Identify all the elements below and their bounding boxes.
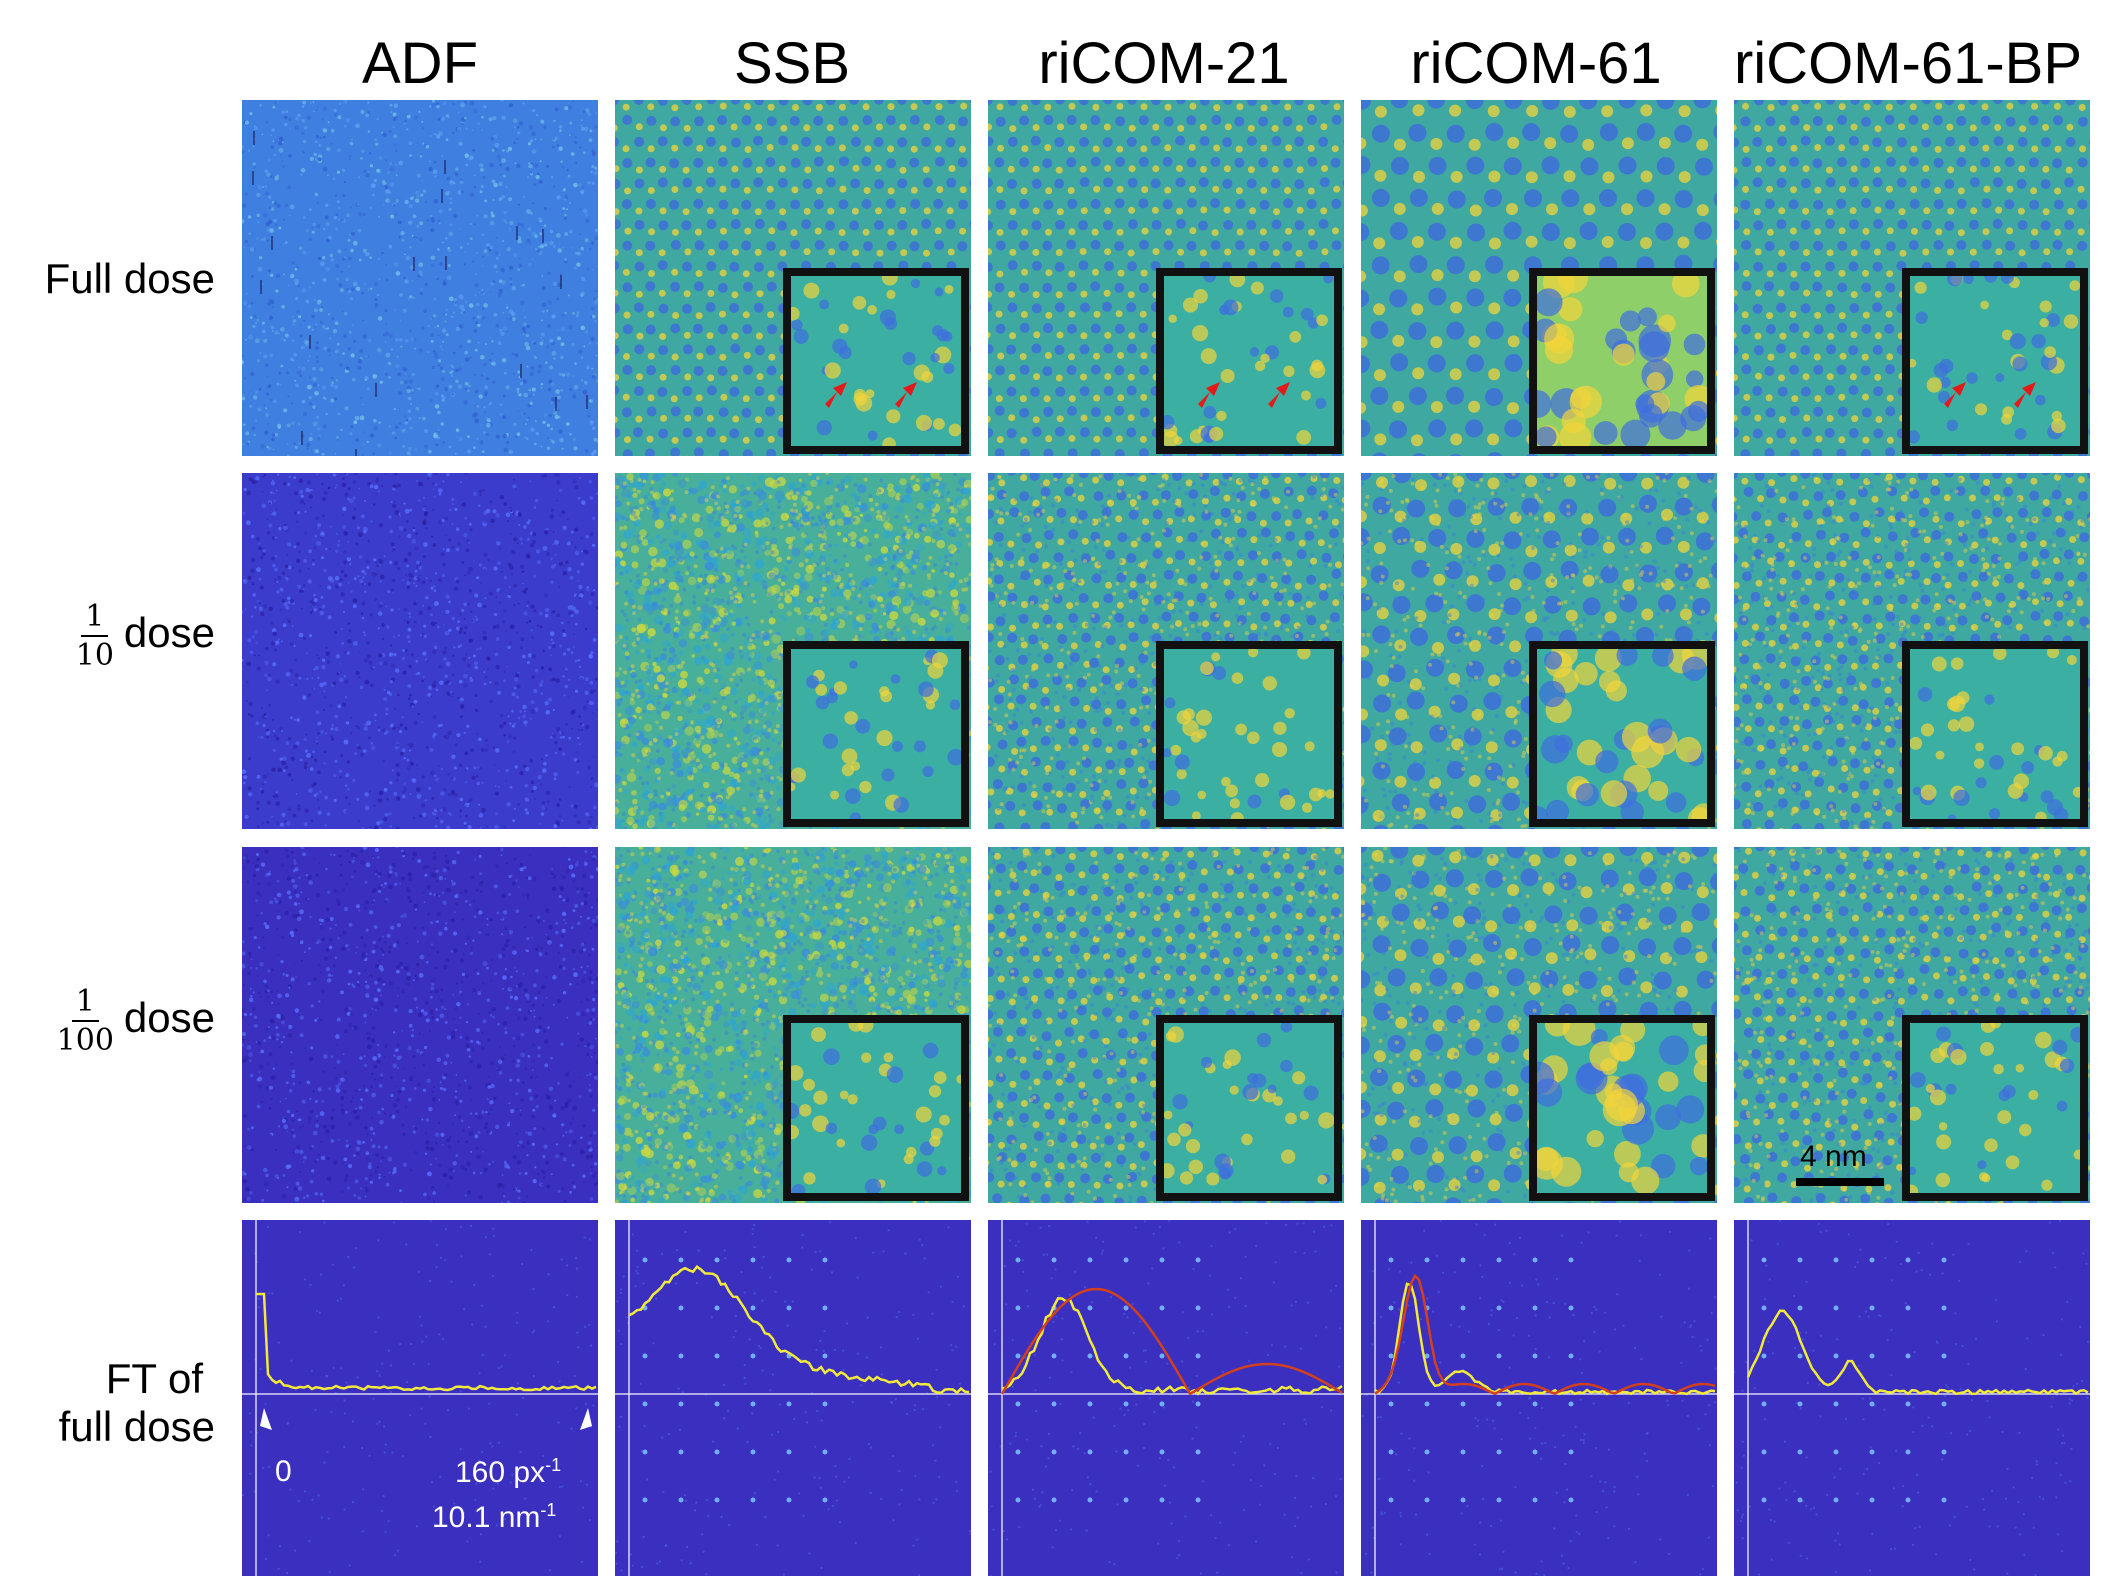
image-panel-graphic [988, 1220, 1344, 1576]
zoom-inset [1156, 268, 1342, 454]
fraction: 1 100 [57, 985, 114, 1057]
ft-max-nm-text: 10.1 nm [432, 1501, 540, 1534]
row-label-tenth-dose: 1 10 dose [0, 600, 215, 672]
ft-max-px-label: 160 px-1 [455, 1455, 561, 1490]
dose-word: dose [124, 994, 215, 1041]
ft-max-px-sup: -1 [545, 1455, 561, 1475]
ft-max-nm-label: 10.1 nm-1 [432, 1500, 556, 1535]
image-panel [1734, 100, 2090, 456]
fraction-denominator: 100 [57, 1022, 114, 1057]
zoom-inset-graphic [1910, 649, 2080, 819]
image-panel [1361, 847, 1717, 1203]
dose-word: dose [124, 609, 215, 656]
red-arrow-icon [1940, 380, 1968, 408]
row-label-ft-line2: full dose [0, 1403, 215, 1451]
zoom-inset [1902, 1015, 2088, 1201]
image-panel [615, 473, 971, 829]
row-label-hundredth-dose: 1 100 dose [0, 985, 215, 1057]
image-panel [242, 473, 598, 829]
scale-bar [1796, 1178, 1884, 1186]
fraction-numerator: 1 [72, 985, 99, 1022]
ft-origin-label: 0 [275, 1455, 292, 1489]
red-arrow-icon [2010, 380, 2038, 408]
red-arrow-icon [1264, 380, 1292, 408]
ft-max-px-text: 160 px [455, 1456, 545, 1489]
zoom-inset-graphic [1537, 649, 1707, 819]
zoom-inset-graphic [1537, 1023, 1707, 1193]
image-panel [1361, 473, 1717, 829]
image-panel-graphic [242, 473, 598, 829]
col-title-ricom21: riCOM-21 [984, 30, 1344, 97]
zoom-inset [1529, 641, 1715, 827]
zoom-inset-graphic [791, 1023, 961, 1193]
zoom-inset [1529, 268, 1715, 454]
image-panel [615, 100, 971, 456]
image-panel [242, 847, 598, 1203]
image-panel [988, 473, 1344, 829]
image-panel-graphic [242, 847, 598, 1203]
image-panel [1361, 1220, 1717, 1576]
image-panel [615, 1220, 971, 1576]
zoom-inset [1156, 641, 1342, 827]
col-title-adf: ADF [240, 30, 600, 97]
ft-max-nm-sup: -1 [540, 1500, 556, 1520]
zoom-inset-graphic [791, 649, 961, 819]
zoom-inset [1902, 268, 2088, 454]
zoom-inset-graphic [1164, 1023, 1334, 1193]
zoom-inset-graphic [1164, 276, 1334, 446]
image-panel-graphic [615, 1220, 971, 1576]
red-arrow-icon [891, 380, 919, 408]
col-title-ssb: SSB [612, 30, 972, 97]
fraction: 1 10 [76, 600, 114, 672]
col-title-ricom61: riCOM-61 [1356, 30, 1716, 97]
zoom-inset [783, 268, 969, 454]
zoom-inset-graphic [1910, 1023, 2080, 1193]
zoom-inset [1529, 1015, 1715, 1201]
image-panel [1734, 473, 2090, 829]
col-title-ricom61bp: riCOM-61-BP [1728, 30, 2088, 97]
fraction-denominator: 10 [76, 637, 114, 672]
zoom-inset-graphic [791, 276, 961, 446]
row-label-full-dose: Full dose [0, 255, 215, 303]
zoom-inset [1902, 641, 2088, 827]
image-panel [242, 100, 598, 456]
fraction-numerator: 1 [81, 600, 108, 637]
image-panel-graphic [1361, 1220, 1717, 1576]
zoom-inset [1156, 1015, 1342, 1201]
image-panel [615, 847, 971, 1203]
image-panel [1361, 100, 1717, 456]
zoom-inset-graphic [1910, 276, 2080, 446]
row-label-ft-line1: FT of [0, 1355, 215, 1403]
image-panel [988, 847, 1344, 1203]
zoom-inset [783, 641, 969, 827]
red-arrow-icon [821, 380, 849, 408]
image-panel [1734, 1220, 2090, 1576]
image-panel-graphic [1734, 1220, 2090, 1576]
image-panel-graphic [242, 100, 598, 456]
image-panel [988, 1220, 1344, 1576]
zoom-inset-graphic [1164, 649, 1334, 819]
scale-bar-label: 4 nm [1800, 1140, 1867, 1174]
zoom-inset-graphic [1537, 276, 1707, 446]
red-arrow-icon [1194, 380, 1222, 408]
image-panel [988, 100, 1344, 456]
zoom-inset [783, 1015, 969, 1201]
image-panel [1734, 847, 2090, 1203]
row-label-ft: FT of full dose [0, 1355, 215, 1452]
